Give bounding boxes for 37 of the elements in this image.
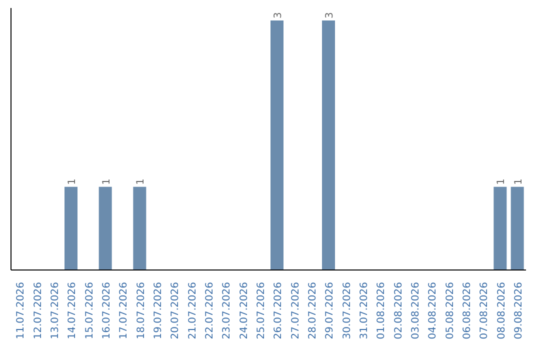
x-tick-label: 15.07.2026 [84, 282, 96, 340]
x-tick-label: 03.08.2026 [410, 282, 422, 340]
x-tick-label: 26.07.2026 [273, 282, 284, 340]
data-label: 1 [513, 178, 524, 185]
x-tick-label: 29.07.2026 [324, 282, 336, 340]
x-tick-label: 20.07.2026 [170, 282, 182, 340]
x-tick-label: 31.07.2026 [358, 282, 370, 340]
x-tick-label: 28.07.2026 [307, 282, 318, 340]
x-tick-label: 27.07.2026 [290, 282, 302, 340]
x-tick-label: 08.08.2026 [496, 282, 508, 340]
x-tick-label: 06.08.2026 [462, 282, 473, 340]
x-tick-label: 05.08.2026 [444, 282, 456, 340]
x-tick-label: 19.07.2026 [152, 282, 164, 340]
data-label: 1 [136, 178, 147, 185]
x-tick-label: 21.07.2026 [187, 282, 198, 340]
x-tick-label: 24.07.2026 [238, 282, 250, 340]
x-tick-label: 30.07.2026 [342, 282, 353, 340]
x-tick-label: 07.08.2026 [479, 282, 490, 340]
x-tick-label: 12.07.2026 [32, 282, 44, 340]
x-tick-label: 04.08.2026 [428, 282, 439, 340]
x-tick-label: 25.07.2026 [256, 282, 267, 340]
data-label: 1 [496, 178, 508, 185]
x-tick-label: 01.08.2026 [376, 282, 388, 340]
x-tick-label: 13.07.2026 [50, 282, 61, 340]
x-tick-label: 23.07.2026 [222, 282, 233, 340]
x-tick-label: 22.07.2026 [204, 282, 216, 340]
data-label: 1 [67, 178, 78, 185]
data-label: 3 [324, 12, 336, 18]
x-tick-label: 09.08.2026 [513, 282, 524, 340]
x-tick-label: 17.07.2026 [118, 282, 130, 340]
x-tick-label: 16.07.2026 [101, 282, 112, 340]
data-label: 3 [273, 12, 284, 18]
data-label: 1 [101, 178, 112, 185]
x-tick-label: 14.07.2026 [67, 282, 78, 340]
x-tick-label: 11.07.2026 [16, 282, 27, 340]
x-tick-label: 02.08.2026 [393, 282, 404, 340]
x-tick-label: 18.07.2026 [136, 282, 147, 340]
